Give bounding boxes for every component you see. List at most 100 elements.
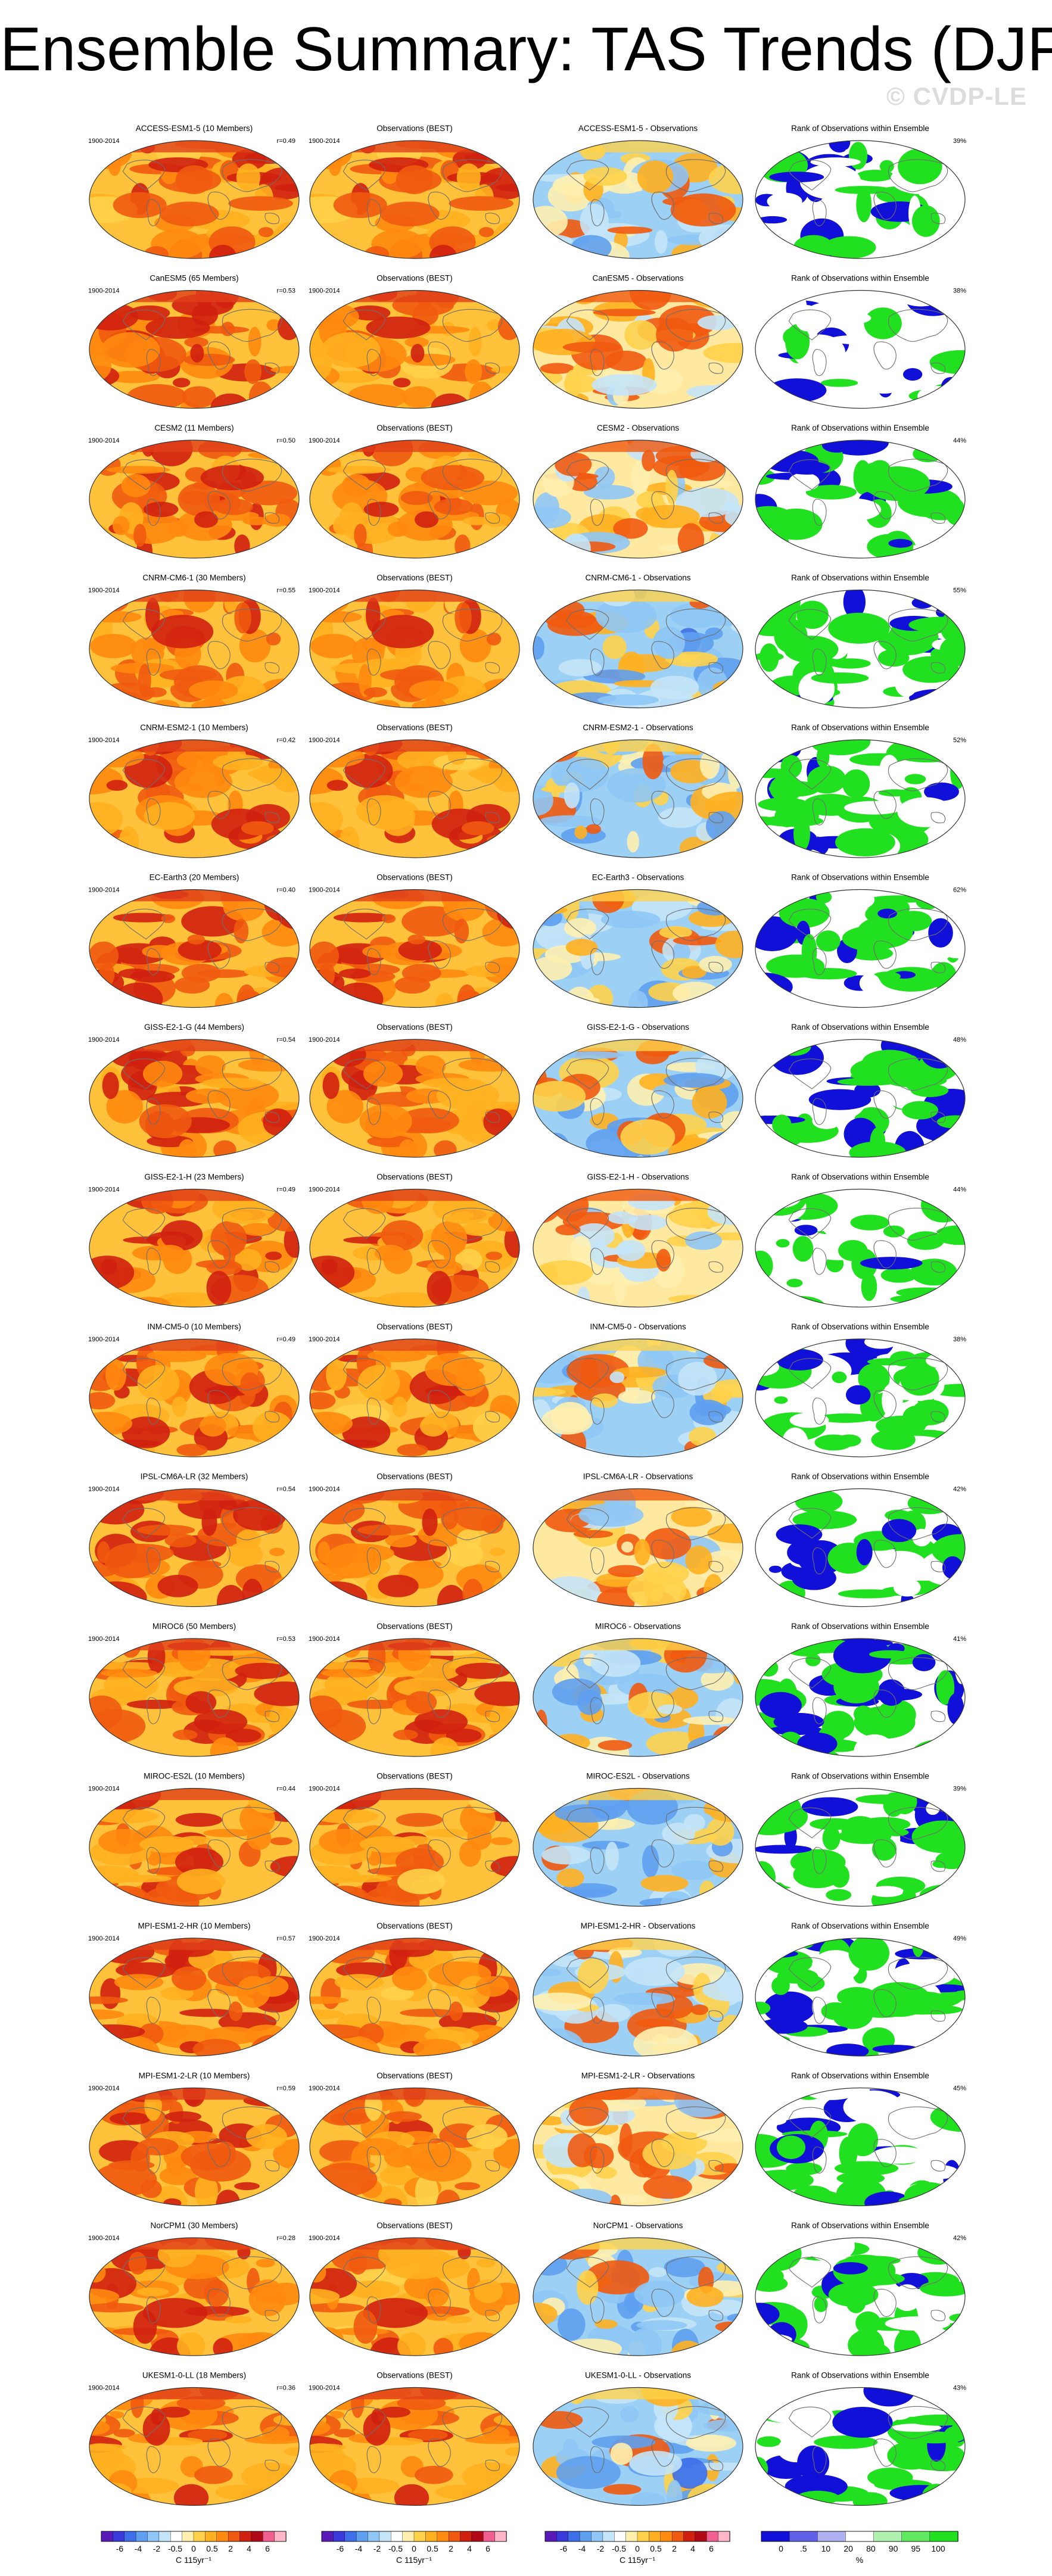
map-cell bbox=[696, 2128, 743, 2142]
ensemble-title: MPI-ESM1-2-LR (10 Members) bbox=[139, 2072, 250, 2080]
map-cell bbox=[533, 1194, 560, 1225]
coastline bbox=[812, 1996, 827, 2024]
coastline bbox=[590, 1547, 605, 1575]
map-cell bbox=[592, 2435, 656, 2449]
coastline bbox=[873, 1689, 897, 1718]
map-cell bbox=[465, 2435, 519, 2444]
coastline bbox=[207, 1540, 231, 1568]
map-cell bbox=[907, 1231, 945, 1250]
map-frame bbox=[533, 2087, 743, 2207]
map-cell bbox=[624, 1957, 685, 1986]
colorbar-unit: C 115yr⁻¹ bbox=[396, 2555, 432, 2565]
map-cell bbox=[608, 1565, 644, 1578]
map-cell bbox=[785, 324, 810, 360]
map-cell bbox=[429, 244, 457, 258]
map-cell bbox=[321, 332, 381, 368]
coastline bbox=[812, 2146, 827, 2174]
map-cell bbox=[533, 1992, 592, 2011]
map-cell bbox=[770, 775, 802, 802]
map-cell bbox=[826, 498, 882, 521]
map-cell bbox=[310, 1256, 355, 1290]
colorbar-swatch bbox=[402, 2531, 415, 2542]
coastline bbox=[207, 491, 231, 519]
map-cell bbox=[697, 314, 739, 331]
coastline bbox=[708, 1560, 724, 1572]
map-cell bbox=[326, 1090, 363, 1124]
coastline bbox=[651, 491, 674, 519]
map-cell bbox=[595, 2166, 617, 2179]
map-cell bbox=[891, 2424, 942, 2432]
map-cell bbox=[811, 672, 869, 684]
coastline bbox=[788, 459, 832, 490]
map-cell bbox=[277, 1497, 299, 1514]
map-cell bbox=[89, 1743, 108, 1752]
map-cell bbox=[801, 1797, 858, 1817]
map-cell bbox=[708, 1379, 743, 1398]
map-cell bbox=[627, 1572, 687, 1607]
map-cell bbox=[774, 1396, 788, 1404]
map-cell bbox=[539, 815, 602, 827]
model-row: NorCPM1 (30 Members)1900-2014 r=0.28Obser… bbox=[88, 2221, 966, 2356]
map-cell bbox=[489, 1039, 502, 1063]
map-cell bbox=[816, 930, 841, 952]
colorbar-tick: 20 bbox=[844, 2544, 853, 2553]
map-frame bbox=[533, 1938, 743, 2057]
coastline bbox=[443, 1058, 503, 1091]
map-cell bbox=[882, 1383, 903, 1418]
map-cell bbox=[760, 847, 824, 858]
map-cell bbox=[126, 1699, 183, 1709]
map-cell bbox=[363, 2298, 428, 2328]
coastline bbox=[812, 348, 827, 376]
map-cell bbox=[473, 590, 519, 606]
rank-percent: 39% bbox=[953, 1786, 966, 1793]
coastline bbox=[207, 341, 231, 370]
map-cell bbox=[711, 1726, 742, 1756]
map-cell bbox=[533, 1189, 558, 1210]
map-cell bbox=[407, 934, 426, 945]
arctic-band bbox=[533, 590, 743, 602]
map-cell bbox=[159, 669, 217, 681]
map-cell bbox=[333, 192, 387, 218]
map-cell bbox=[947, 1795, 965, 1811]
map-cell bbox=[202, 1077, 264, 1089]
coastline bbox=[122, 2107, 166, 2138]
map-cell bbox=[938, 897, 965, 908]
coastline bbox=[566, 609, 609, 640]
arctic-band bbox=[89, 1938, 299, 1950]
map-cell bbox=[490, 1547, 505, 1556]
coastline bbox=[812, 648, 827, 676]
map-cell bbox=[807, 544, 831, 555]
coastline bbox=[122, 609, 166, 640]
map-cell bbox=[89, 2024, 145, 2039]
coastline bbox=[566, 160, 609, 191]
map-cell bbox=[449, 2001, 463, 2021]
map-cell bbox=[919, 1884, 965, 1906]
arctic-band bbox=[310, 1639, 519, 1650]
map-cell bbox=[250, 2035, 295, 2056]
map-cell bbox=[310, 1582, 325, 1607]
map-cell bbox=[487, 2467, 519, 2476]
map-cell bbox=[178, 939, 222, 961]
map-frame bbox=[89, 1039, 300, 1158]
map-cell bbox=[755, 972, 793, 1001]
map-cell bbox=[440, 1505, 459, 1530]
map-cell bbox=[864, 1688, 923, 1701]
map-cell bbox=[348, 2251, 368, 2275]
map-cell bbox=[755, 1507, 795, 1521]
coastline bbox=[122, 2406, 166, 2438]
map-cell bbox=[158, 2406, 190, 2418]
map-cell bbox=[767, 995, 795, 1004]
coastline bbox=[222, 1207, 282, 1241]
coastline bbox=[428, 1540, 451, 1568]
map-cell bbox=[812, 1113, 841, 1129]
map-cell bbox=[106, 466, 170, 474]
map-cell bbox=[310, 2336, 323, 2356]
map-cell bbox=[192, 2039, 241, 2056]
map-cell bbox=[351, 2387, 365, 2418]
map-cell bbox=[916, 893, 940, 909]
map-cell bbox=[904, 401, 943, 409]
coastline bbox=[812, 199, 827, 226]
colorbar-swatch bbox=[671, 2531, 684, 2542]
map-cell bbox=[278, 1955, 299, 1972]
